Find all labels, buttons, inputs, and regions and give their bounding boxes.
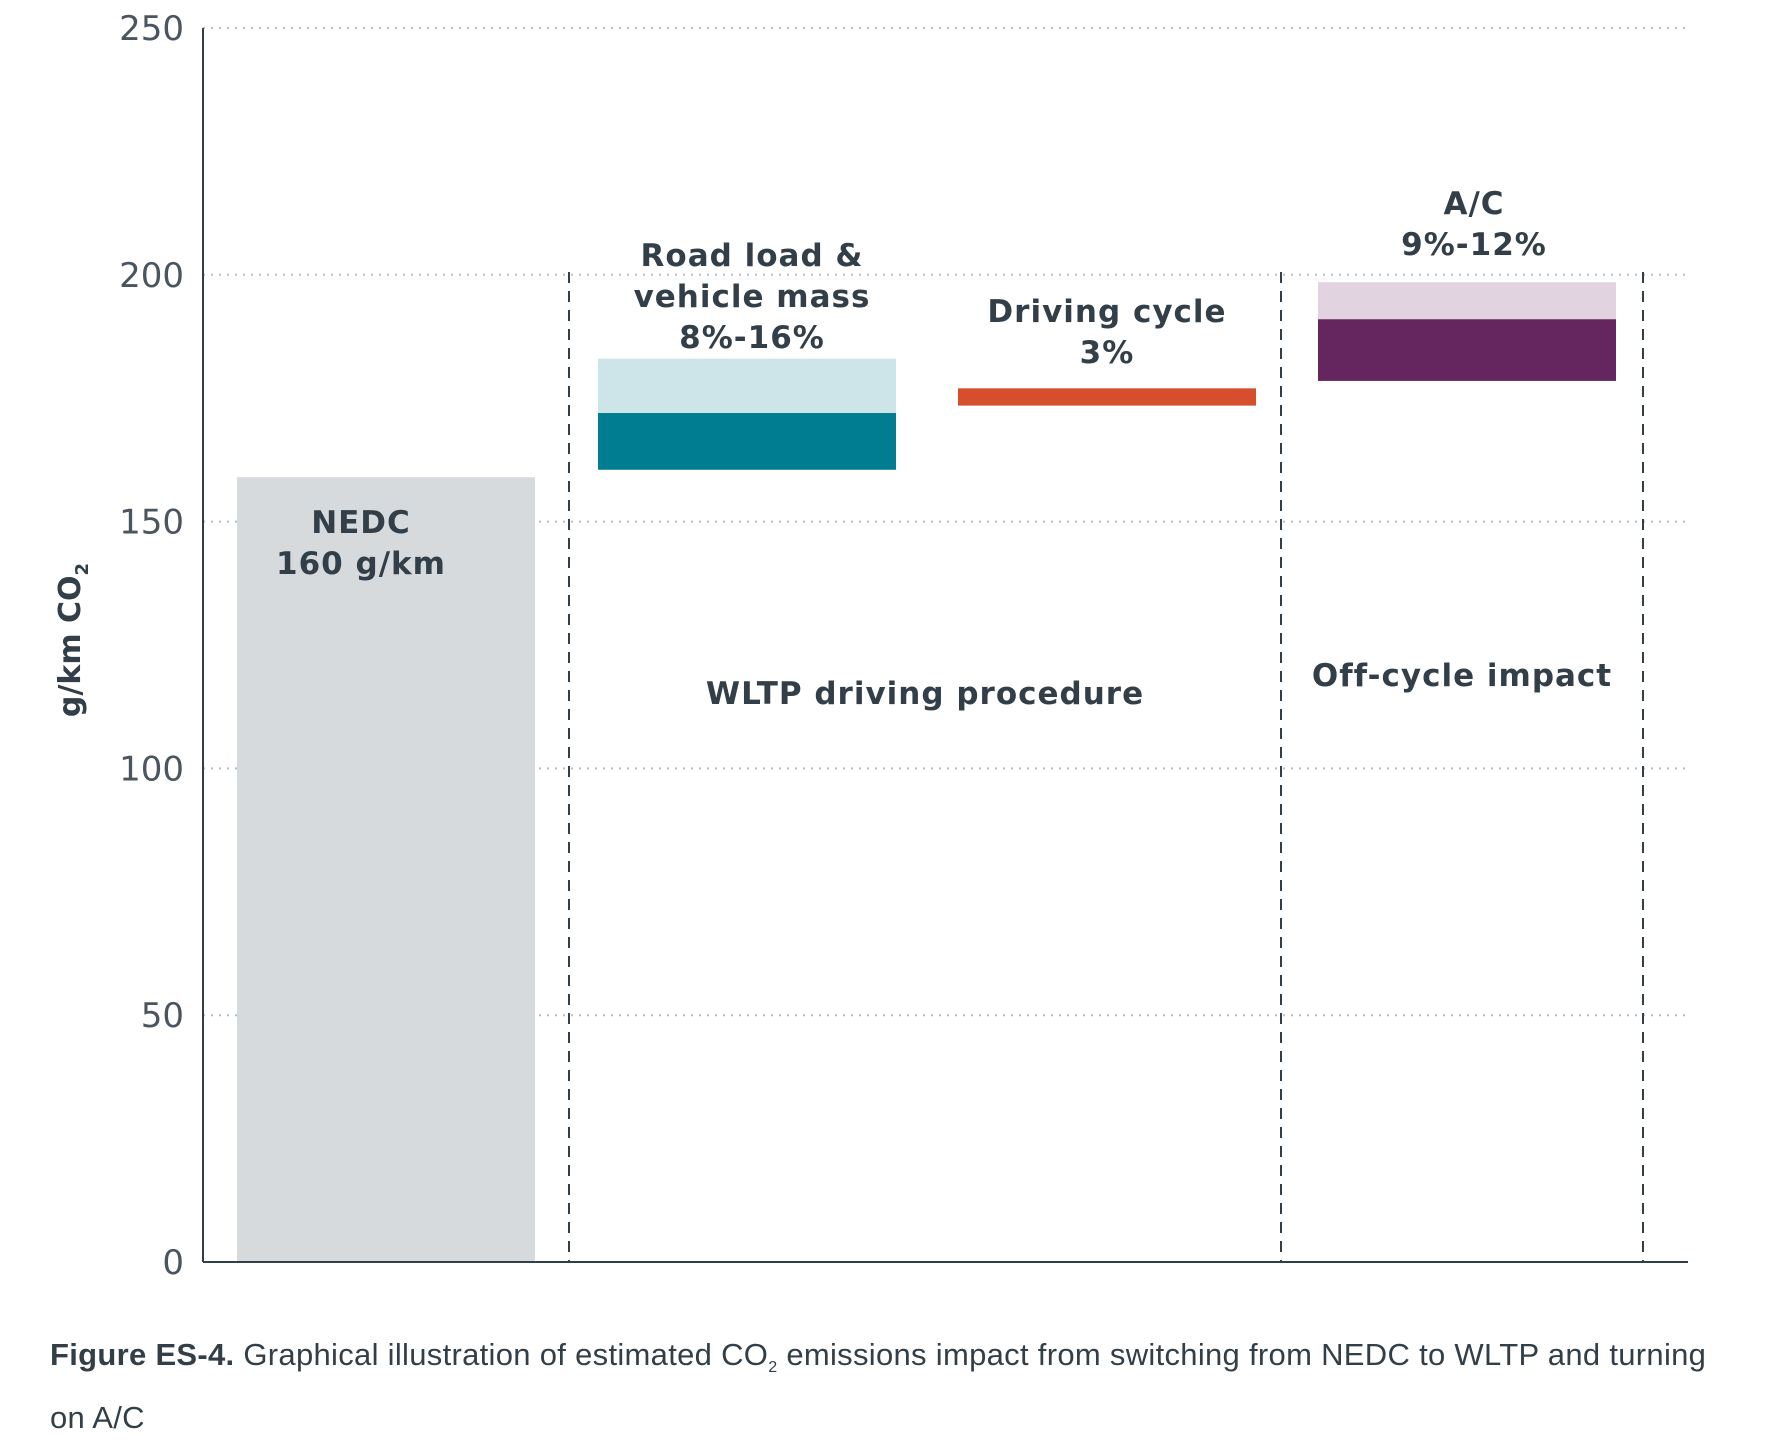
label-line: 8%-16%: [679, 320, 825, 356]
bar-roadload-high: [598, 358, 896, 414]
region-label-wltp: WLTP driving procedure: [706, 676, 1144, 712]
bar-labels: NEDC 160 g/km Road load & vehicle mass 8%-16…: [276, 186, 1612, 712]
y-tick-0: 0: [162, 1243, 184, 1283]
label-line: Road load &: [641, 238, 864, 274]
figure-caption: Figure ES-4. Graphical illustration of e…: [50, 1330, 1730, 1443]
label-line: A/C: [1443, 186, 1504, 222]
y-tick-100: 100: [119, 749, 184, 789]
label-ac-low: A/C 9%-12%: [1401, 186, 1547, 263]
label-driving-cycle: Driving cycle 3%: [987, 294, 1226, 371]
label-line: Driving cycle: [987, 294, 1226, 330]
bar-nedc: [237, 477, 535, 1262]
y-tick-labels: 0 50 100 150 200 250: [119, 9, 184, 1283]
region-dividers: [568, 272, 1644, 1262]
bar-ac-low: [1318, 319, 1616, 381]
label-line: 3%: [1080, 335, 1135, 371]
y-tick-150: 150: [119, 503, 184, 543]
caption-text-1: Graphical illustration of estimated CO: [234, 1337, 769, 1372]
label-line: NEDC: [311, 505, 411, 541]
caption-text-2: emissions impact from switching from NED…: [50, 1337, 1707, 1436]
bar-ac-high: [1318, 282, 1616, 320]
axes: [202, 28, 1688, 1263]
label-roadload-low: Road load & vehicle mass 8%-16%: [634, 238, 871, 356]
bar-driving-cycle: [958, 388, 1256, 406]
bars: [237, 282, 1616, 1262]
bar-roadload-low: [598, 413, 896, 470]
region-label-offcycle: Off-cycle impact: [1312, 658, 1612, 694]
label-line: 9%-12%: [1401, 227, 1547, 263]
y-tick-250: 250: [119, 9, 184, 49]
figure-label: Figure ES-4.: [50, 1337, 235, 1372]
co2-impact-chart: 0 50 100 150 200 250 NEDC 160 g/km Road load & v…: [53, 9, 1688, 1283]
label-nedc: NEDC 160 g/km: [276, 505, 446, 582]
label-line: vehicle mass: [634, 279, 871, 315]
caption-subscript: 2: [768, 1359, 778, 1377]
y-axis-label: g/km CO2: [53, 563, 93, 717]
y-tick-50: 50: [141, 996, 184, 1036]
y-tick-200: 200: [119, 256, 184, 296]
label-line: 160 g/km: [276, 546, 446, 582]
